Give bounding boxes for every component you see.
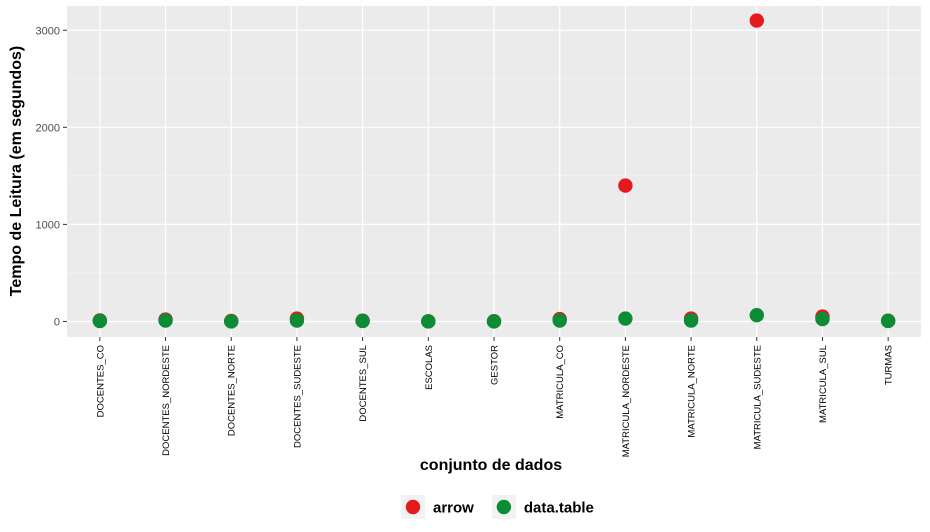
- x-tick-label: MATRICULA_SUDESTE: [752, 345, 763, 449]
- y-tick-label: 3000: [36, 25, 60, 37]
- point-data-table: [92, 313, 108, 329]
- x-axis-title: conjunto de dados: [420, 457, 562, 474]
- x-tick-label: GESTOR: [490, 345, 501, 385]
- legend-label-data-table: data.table: [524, 500, 594, 517]
- x-tick-label: DOCENTES_NORDESTE: [161, 345, 172, 456]
- x-tick-label: TURMAS: [884, 345, 895, 385]
- point-data-table: [421, 314, 436, 329]
- x-tick-label: DOCENTES_SUL: [358, 345, 369, 422]
- point-data-table: [683, 313, 699, 328]
- x-tick-label: DOCENTES_NORTE: [227, 345, 238, 436]
- point-data-table: [486, 314, 502, 329]
- point-arrow: [618, 178, 633, 193]
- x-tick-label: DOCENTES_SUDESTE: [292, 345, 303, 448]
- legend: arrow data.table: [401, 495, 594, 519]
- y-tick-label: 0: [54, 316, 60, 328]
- x-tick-label: MATRICULA_NORDESTE: [621, 345, 632, 457]
- x-tick-label: ESCOLAS: [424, 345, 435, 390]
- legend-marker-arrow: [405, 499, 421, 515]
- y-tick-label: 2000: [36, 122, 60, 134]
- x-tick-label: MATRICULA_CO: [555, 345, 566, 419]
- y-tick-label: 1000: [36, 219, 60, 231]
- y-axis-title: Tempo de Leitura (em segundos): [8, 46, 25, 296]
- point-data-table: [355, 313, 370, 329]
- point-data-table: [749, 307, 764, 323]
- x-tick-label: DOCENTES_CO: [95, 345, 106, 417]
- x-axis-ticks: DOCENTES_CO DOCENTES_NORDESTE DOCENTES_NOR…: [95, 337, 895, 457]
- point-data-table: [880, 313, 896, 329]
- point-data-table: [224, 314, 239, 329]
- point-arrow: [749, 13, 764, 28]
- point-data-table: [158, 313, 173, 328]
- legend-marker-data-table: [496, 499, 512, 515]
- point-data-table: [289, 313, 305, 328]
- legend-label-arrow: arrow: [433, 500, 474, 517]
- point-data-table: [618, 311, 633, 326]
- data-points: [92, 13, 896, 329]
- point-data-table: [815, 311, 830, 327]
- point-data-table: [552, 313, 567, 328]
- x-tick-label: MATRICULA_SUL: [818, 345, 829, 423]
- x-tick-label: MATRICULA_NORTE: [687, 345, 698, 438]
- major-gridlines: [67, 6, 921, 337]
- y-axis-ticks: 0 1000 2000 3000: [36, 25, 67, 328]
